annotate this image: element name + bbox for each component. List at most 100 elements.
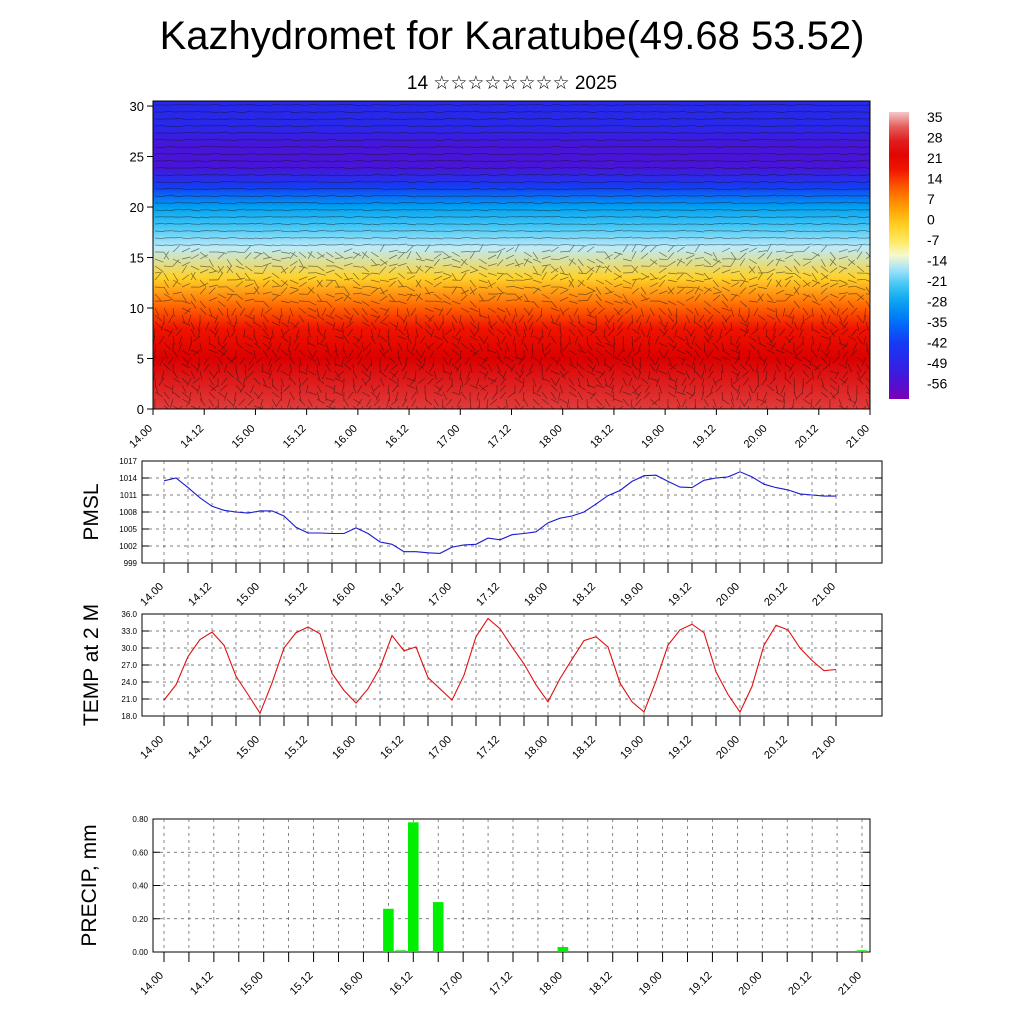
wind-barb: [438, 321, 444, 331]
wind-barb: [703, 398, 709, 407]
wind-barb: [667, 244, 678, 247]
wind-barb: [370, 153, 381, 156]
wind-barb: [739, 252, 747, 260]
wind-barb: [644, 384, 651, 393]
wind-barb: [356, 398, 363, 407]
wind-barb: [197, 321, 201, 331]
wind-barb: [203, 356, 210, 365]
wind-barb: [224, 391, 228, 401]
wind-barb: [748, 265, 755, 274]
wind-barb: [865, 391, 870, 395]
wind-barb: [685, 349, 693, 357]
wind-barb: [217, 349, 226, 356]
wind-barb: [640, 181, 651, 184]
wind-barb: [832, 356, 840, 364]
wind-barb: [748, 132, 759, 134]
wind-barb: [469, 342, 476, 351]
wind-barb: [817, 342, 822, 352]
wind-barb: [478, 223, 489, 226]
wind-barb: [473, 328, 480, 337]
wind-barb: [559, 398, 568, 404]
wind-barb: [622, 363, 632, 368]
wind-barb: [442, 335, 449, 344]
wind-barb: [223, 405, 228, 409]
wind-barb: [235, 293, 244, 300]
wind-barb: [415, 251, 422, 260]
wind-barb: [496, 153, 507, 155]
wind-barb: [682, 398, 687, 408]
wind-barb: [745, 321, 750, 331]
wind-barb: [811, 208, 822, 211]
wind-barb: [523, 272, 533, 278]
wind-barb: [737, 349, 741, 359]
wind-barb: [361, 251, 367, 260]
wind-barb: [442, 159, 453, 162]
wind-barb: [514, 377, 523, 384]
wind-barb: [595, 110, 606, 113]
wind-barb: [757, 250, 767, 253]
wind-barb: [766, 335, 773, 344]
wind-barb: [289, 377, 297, 386]
wind-barb: [730, 282, 739, 288]
wind-barb: [208, 103, 219, 106]
wind-barb: [730, 294, 738, 302]
wind-barb: [457, 335, 462, 345]
wind-barb: [451, 258, 461, 263]
wind-barb: [235, 300, 242, 309]
wind-barb: [841, 328, 849, 336]
wind-barb: [586, 229, 597, 232]
wind-barb: [622, 391, 632, 396]
x-tick-label: 19.00: [618, 734, 646, 762]
wind-barb: [199, 254, 209, 260]
wind-barb: [253, 342, 262, 349]
wind-barb: [459, 370, 462, 380]
wind-barb: [361, 167, 372, 169]
wind-barb: [442, 244, 453, 246]
wind-barb: [406, 181, 417, 183]
wind-barb: [820, 287, 828, 295]
wind-barb: [433, 398, 439, 407]
wind-barb: [415, 258, 425, 262]
wind-barb: [756, 321, 759, 331]
wind-barb: [829, 181, 840, 184]
wind-barb: [649, 277, 659, 281]
wind-barb: [766, 110, 777, 113]
wind-barb: [253, 300, 264, 303]
wind-barb: [766, 236, 777, 239]
wind-barb: [802, 160, 813, 162]
wind-barb: [406, 125, 417, 128]
wind-barb: [793, 377, 795, 388]
wind-barb: [429, 363, 435, 373]
wind-barb: [568, 356, 574, 366]
wind-barb: [721, 125, 732, 127]
wind-barb: [280, 391, 282, 402]
wind-barb: [577, 391, 583, 400]
wind-barb: [811, 237, 822, 240]
wind-barb: [703, 307, 712, 315]
wind-barb: [477, 321, 480, 331]
wind-barb: [379, 258, 388, 265]
wind-barb: [235, 188, 246, 190]
wind-barb: [154, 230, 165, 232]
wind-barb: [676, 201, 687, 204]
wind-barb: [667, 194, 678, 197]
wind-barb: [397, 131, 408, 134]
wind-barb: [766, 251, 773, 260]
wind-barb: [316, 300, 327, 303]
wind-barb: [374, 314, 381, 323]
wind-barb: [694, 187, 705, 190]
wind-barb: [532, 300, 539, 309]
wind-barb: [802, 294, 810, 302]
wind-barb: [352, 215, 363, 218]
wind-barb: [631, 125, 642, 128]
wind-barb: [199, 307, 207, 315]
wind-barb: [655, 356, 660, 366]
wind-barb: [703, 152, 714, 155]
wind-barb: [348, 349, 354, 359]
wind-barb: [262, 276, 272, 281]
wind-barb: [676, 258, 686, 264]
x-tick-label: 21.00: [836, 970, 864, 998]
wind-barb: [667, 335, 675, 343]
wind-barb: [370, 159, 381, 162]
